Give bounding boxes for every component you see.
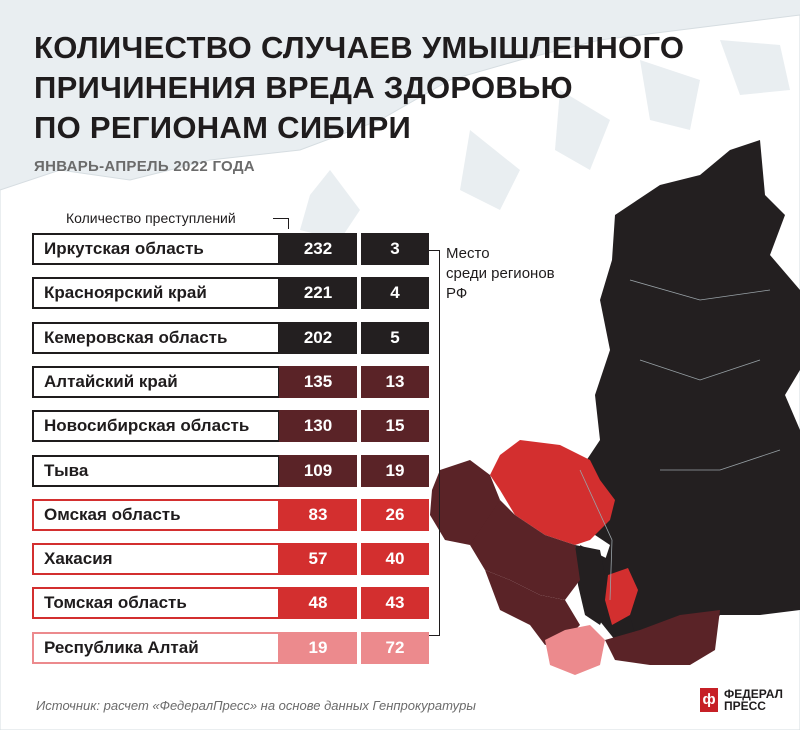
region-name: Алтайский край	[32, 365, 280, 398]
crimes-label-connector	[273, 218, 289, 219]
rank-value: 72	[361, 631, 429, 664]
crimes-label-tick	[288, 218, 289, 229]
crimes-value: 83	[279, 498, 357, 531]
rank-label-line-2: среди регионов	[446, 265, 555, 282]
logo-line-2: ПРЕСС	[724, 699, 766, 713]
logo-line-1: ФЕДЕРАЛ	[724, 687, 783, 701]
rank-column-label: Место среди регионов РФ	[446, 244, 555, 304]
crimes-value: 221	[279, 277, 357, 310]
region-name: Томская область	[32, 587, 280, 620]
rank-value: 19	[361, 454, 429, 487]
crimes-value: 57	[279, 543, 357, 576]
region-name: Красноярский край	[32, 277, 280, 310]
title-line-2: ПРИЧИНЕНИЯ ВРЕДА ЗДОРОВЬЮ	[34, 70, 573, 105]
region-name: Кемеровская область	[32, 321, 280, 354]
rank-label-line-3: РФ	[446, 285, 468, 302]
altai-krai	[485, 570, 580, 645]
region-polygons	[430, 140, 800, 675]
crimes-value: 202	[279, 321, 357, 354]
crimes-column-label: Количество преступлений	[66, 210, 236, 226]
chart-title: КОЛИЧЕСТВО СЛУЧАЕВ УМЫШЛЕННОГО ПРИЧИНЕНИ…	[34, 28, 684, 148]
khakassia	[605, 568, 638, 625]
crimes-value: 135	[279, 365, 357, 398]
chart-subtitle: ЯНВАРЬ-АПРЕЛЬ 2022 ГОДА	[34, 158, 255, 175]
sea-inlets	[270, 40, 790, 240]
rank-value: 4	[361, 277, 429, 310]
region-name: Республика Алтай	[32, 631, 280, 664]
source-note: Источник: расчет «ФедералПресс» на основ…	[36, 698, 476, 713]
rank-value: 15	[361, 410, 429, 443]
kemerovo-region	[575, 545, 610, 625]
region-name: Иркутская область	[32, 233, 280, 265]
tomsk-region	[490, 440, 615, 545]
tyva	[605, 610, 720, 665]
logo-text: ФЕДЕРАЛ ПРЕСС	[724, 688, 783, 712]
region-name: Новосибирская область	[32, 410, 280, 443]
rank-value: 13	[361, 365, 429, 398]
crimes-value: 19	[279, 631, 357, 664]
rank-value: 3	[361, 233, 429, 265]
crimes-value: 232	[279, 233, 357, 265]
region-borders	[579, 279, 781, 601]
region-name: Хакасия	[32, 543, 280, 576]
altai-republic	[545, 625, 605, 675]
title-line-3: ПО РЕГИОНАМ СИБИРИ	[34, 110, 412, 145]
rank-value: 40	[361, 543, 429, 576]
rank-value: 5	[361, 321, 429, 354]
region-name: Тыва	[32, 454, 280, 487]
region-name: Омская область	[32, 498, 280, 531]
crimes-value: 130	[279, 410, 357, 443]
crimes-value: 109	[279, 454, 357, 487]
rank-value: 43	[361, 587, 429, 620]
title-line-1: КОЛИЧЕСТВО СЛУЧАЕВ УМЫШЛЕННОГО	[34, 30, 685, 65]
rank-label-line-1: Место	[446, 245, 490, 262]
rank-value: 26	[361, 498, 429, 531]
krasnoyarsk-region	[580, 140, 800, 665]
rank-bracket	[429, 250, 440, 636]
logo-mark-icon: ф	[700, 688, 718, 712]
omsk-region	[430, 460, 500, 545]
crimes-value: 48	[279, 587, 357, 620]
